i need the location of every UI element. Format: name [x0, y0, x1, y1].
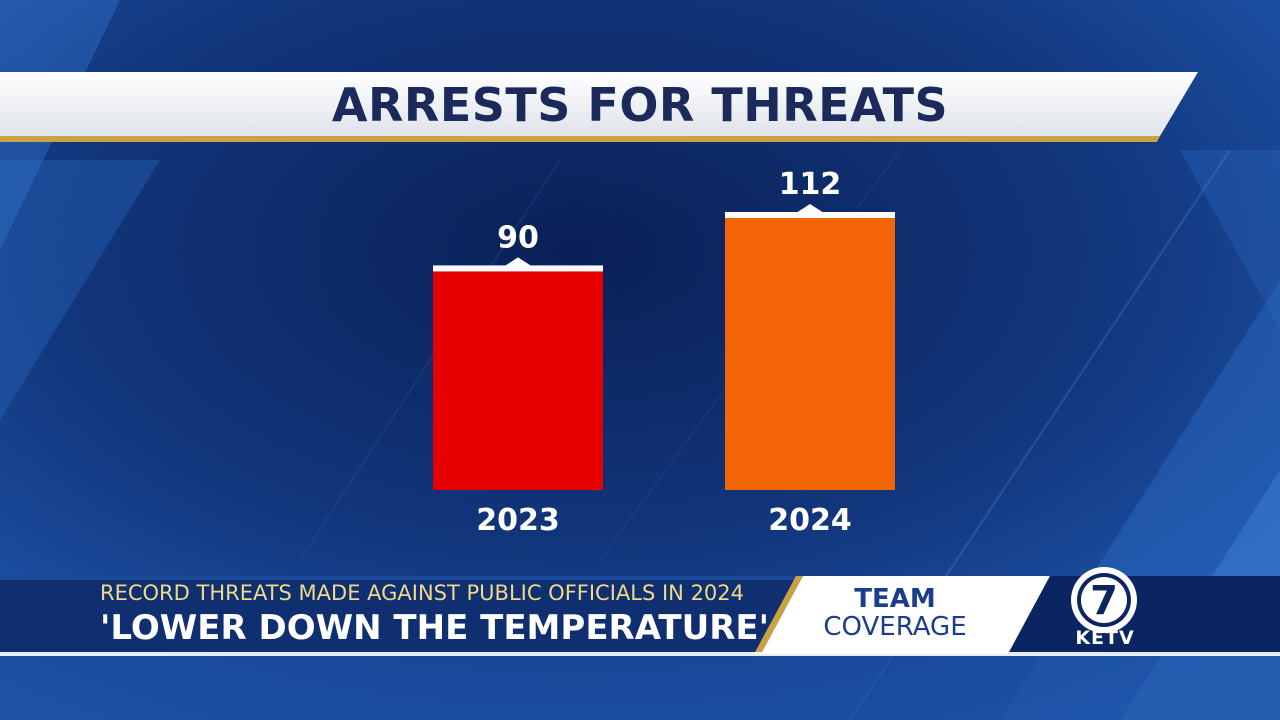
bar-cap-2024 [725, 212, 895, 218]
bar-cap-2023 [433, 265, 603, 272]
data-label-2023: 90 [497, 220, 539, 255]
bar-pointer-2023 [504, 257, 532, 267]
category-label-2024: 2024 [768, 503, 852, 538]
title-banner [0, 72, 1198, 142]
data-label-2024: 112 [779, 167, 842, 202]
bar-2024 [725, 218, 895, 490]
team-coverage-line1: TEAM [854, 584, 936, 614]
bar-pointer-2024 [796, 204, 824, 213]
station-call-letters: KETV [1075, 627, 1135, 649]
ketv-7-logo-icon: 7 [1071, 567, 1137, 633]
chart-title: ARRESTS FOR THREATS [331, 78, 949, 132]
logo-number: 7 [1090, 578, 1118, 624]
lower-third-headline: 'LOWER DOWN THE TEMPERATURE' [100, 608, 770, 648]
team-coverage-line2: COVERAGE [823, 612, 967, 642]
lower-third-subhead: RECORD THREATS MADE AGAINST PUBLIC OFFIC… [100, 581, 745, 605]
bar-2023 [433, 271, 603, 490]
team-coverage-tag: TEAM COVERAGE [800, 585, 990, 641]
category-label-2023: 2023 [476, 503, 560, 538]
